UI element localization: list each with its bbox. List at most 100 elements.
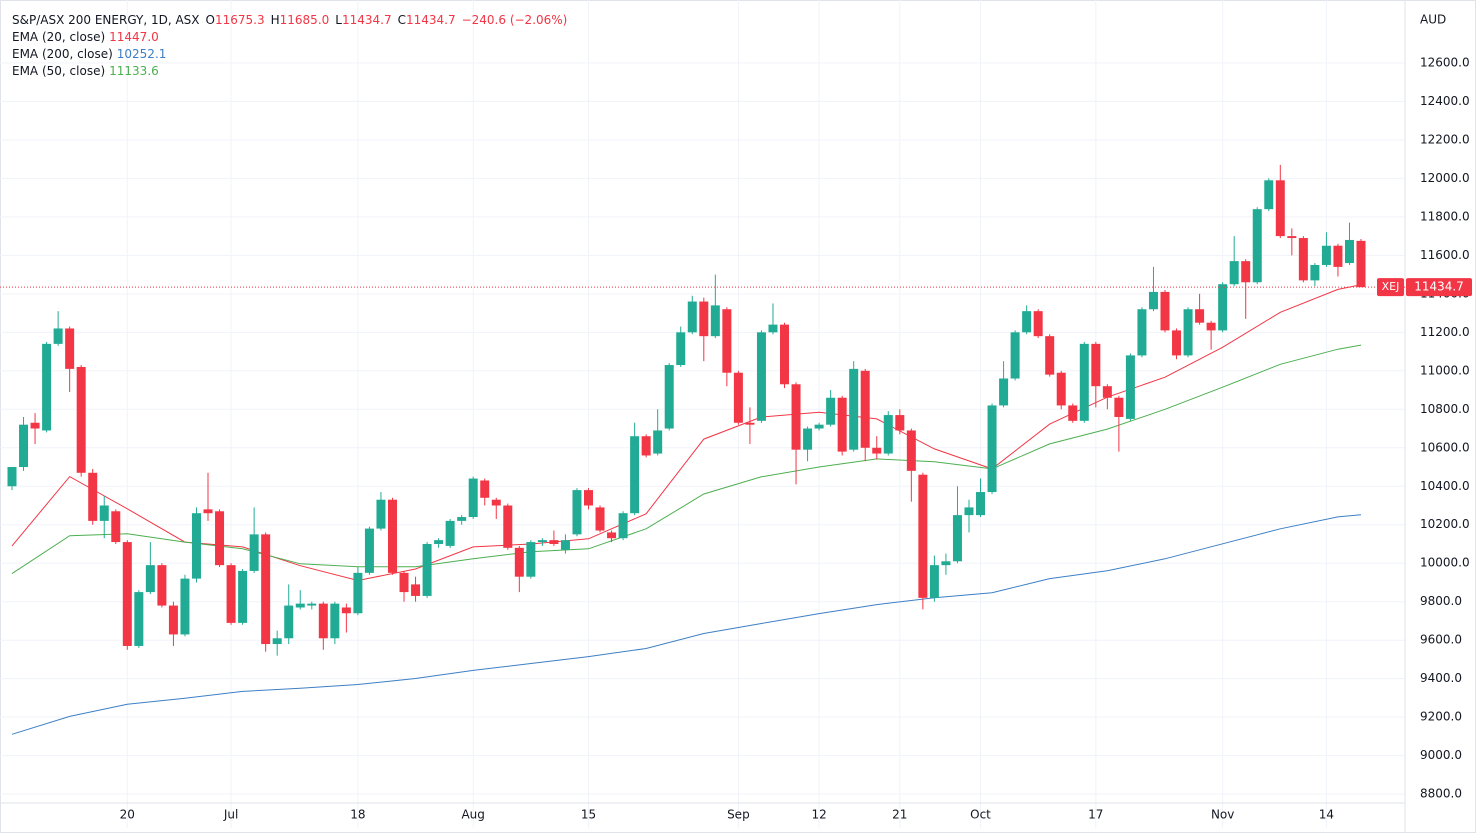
grid <box>0 0 1405 828</box>
candle-body <box>1091 343 1101 387</box>
candle-body <box>860 370 870 448</box>
x-tick-label: Nov <box>1211 808 1234 822</box>
y-tick-label: 8800.0 <box>1420 787 1462 801</box>
candle-body <box>653 430 663 454</box>
candle-body <box>537 540 547 543</box>
candle-body <box>168 605 178 635</box>
x-tick-label: Oct <box>970 808 991 822</box>
x-tick-label: 17 <box>1088 808 1103 822</box>
ohlc-value: 11685.0 <box>279 13 330 27</box>
y-tick-label: 9400.0 <box>1420 671 1462 685</box>
candle-body <box>780 324 790 385</box>
candle-body <box>65 328 75 369</box>
candle-body <box>1333 245 1343 267</box>
candle-body <box>699 301 709 337</box>
candle-body <box>376 499 386 529</box>
candle-body <box>618 513 628 539</box>
candle-body <box>733 372 743 423</box>
candle-body <box>1195 309 1205 323</box>
y-tick-label: 9800.0 <box>1420 594 1462 608</box>
y-tick-label: 11600.0 <box>1420 248 1470 262</box>
candle-body <box>849 368 859 450</box>
candle-body <box>215 511 225 566</box>
legend-name: EMA (50, close) <box>12 64 106 78</box>
candle-body <box>295 603 305 608</box>
symbol-tag: XEJ <box>1382 280 1400 293</box>
legend-value: 10252.1 <box>116 47 167 61</box>
legend-row: EMA (50, close) 11133.6 <box>12 63 567 80</box>
candle-body <box>745 422 755 425</box>
candle-body <box>872 447 882 454</box>
legend-value: 11447.0 <box>109 30 159 44</box>
candle-body <box>1079 343 1089 421</box>
candle-body <box>710 305 720 337</box>
candle-body <box>1287 236 1297 239</box>
ema-line <box>11 344 1362 575</box>
candle-body <box>30 422 40 429</box>
candle-body <box>549 540 559 544</box>
x-tick-label: 18 <box>350 808 365 822</box>
candle-body <box>1148 291 1158 310</box>
x-tick-label: Jul <box>223 808 238 822</box>
candle-body <box>203 509 213 514</box>
candle-body <box>399 572 409 593</box>
candle-body <box>1264 180 1274 210</box>
candle-body <box>1022 311 1032 333</box>
candle-body <box>607 532 617 539</box>
candle-body <box>1183 309 1193 356</box>
candle-body <box>491 499 501 506</box>
ohlc-key: L <box>335 13 342 27</box>
ema-line <box>11 514 1362 735</box>
candle-body <box>595 507 605 531</box>
candle-body <box>53 328 63 344</box>
candle-body <box>1102 386 1112 398</box>
candle-body <box>88 472 98 521</box>
candle-body <box>157 565 167 606</box>
candle-body <box>1033 311 1043 337</box>
candle-body <box>1056 372 1066 406</box>
ohlc-key: H <box>270 13 280 27</box>
legend-value: 11133.6 <box>109 64 159 78</box>
candle-body <box>111 511 121 543</box>
legend-row: EMA (200, close) 10252.1 <box>12 46 567 63</box>
candle-body <box>895 415 905 431</box>
y-tick-label: 9000.0 <box>1420 748 1462 762</box>
candle-body <box>676 332 686 366</box>
x-tick-label: 15 <box>581 808 596 822</box>
candle-body <box>1310 264 1320 281</box>
ohlc-value: 11434.7 <box>405 13 456 27</box>
candle-body <box>999 378 1009 406</box>
y-tick-label: 11000.0 <box>1420 363 1470 377</box>
candle-body <box>664 365 674 429</box>
candle-body <box>503 505 513 548</box>
candle-body <box>803 428 813 450</box>
y-tick-label: 10800.0 <box>1420 402 1470 416</box>
candle-body <box>307 603 317 606</box>
candle-body <box>353 572 363 614</box>
candle-body <box>514 547 524 577</box>
candle-body <box>722 309 732 373</box>
candle-body <box>480 480 490 498</box>
candle-body <box>1125 355 1135 419</box>
candle-body <box>756 332 766 421</box>
price-tag: 11434.7 <box>1414 280 1464 294</box>
y-tick-label: 12200.0 <box>1420 132 1470 146</box>
candle-body <box>145 565 155 593</box>
candle-body <box>341 607 351 614</box>
candle-body <box>952 515 962 562</box>
candle-body <box>1229 261 1239 285</box>
y-tick-label: 10600.0 <box>1420 440 1470 454</box>
candle-body <box>941 561 951 566</box>
y-tick-label: 9200.0 <box>1420 710 1462 724</box>
candle-body <box>929 565 939 598</box>
y-tick-label: 10000.0 <box>1420 556 1470 570</box>
candle-body <box>1275 180 1285 237</box>
candle-body <box>1344 239 1354 264</box>
candle-body <box>76 366 86 473</box>
candle-body <box>1298 238 1308 281</box>
candle-body <box>330 603 340 639</box>
candle-body <box>1172 330 1182 356</box>
candle-body <box>457 517 467 521</box>
candle-body <box>976 492 986 516</box>
